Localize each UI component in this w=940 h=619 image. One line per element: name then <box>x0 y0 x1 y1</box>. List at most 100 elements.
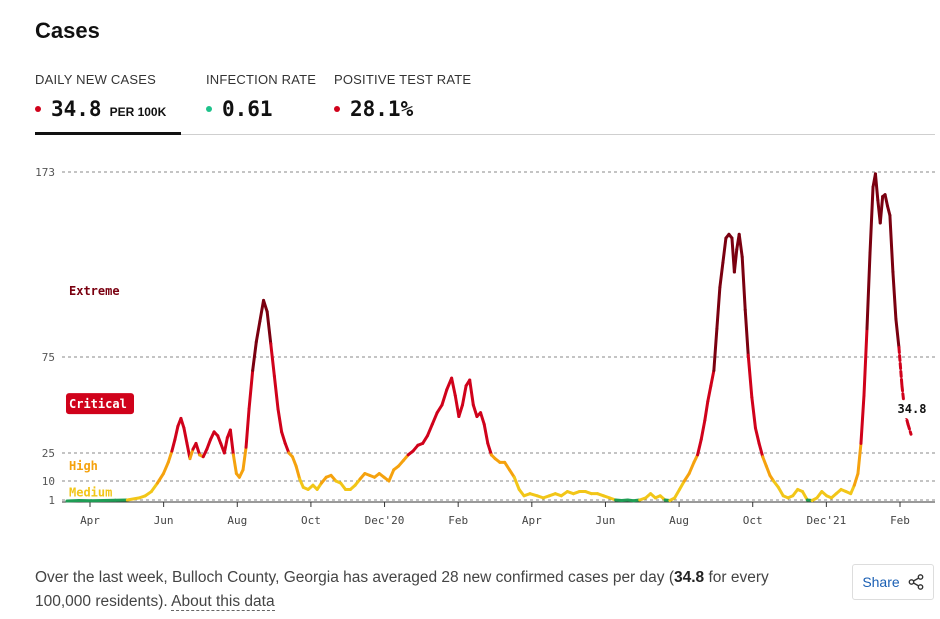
x-tick-label: Jun <box>596 514 616 527</box>
series-segment <box>906 422 913 436</box>
series-segment <box>453 393 461 419</box>
series-segment <box>852 472 860 487</box>
series-segment <box>849 483 856 496</box>
series-segment <box>179 416 186 430</box>
x-tick-label: Apr <box>522 514 542 527</box>
series-segment <box>269 342 276 378</box>
series-segment <box>712 327 719 372</box>
series-segment <box>188 447 195 461</box>
share-label: Share <box>862 574 900 590</box>
tab-daily-new-cases[interactable]: DAILY NEW CASES 34.8 PER 100K <box>35 72 181 135</box>
series-segment <box>721 236 728 265</box>
x-tick-label: Dec'20 <box>365 514 405 527</box>
tab-label: POSITIVE TEST RATE <box>334 72 472 87</box>
series-segment <box>715 285 722 331</box>
series-segment <box>868 185 875 255</box>
series-segment <box>440 388 449 407</box>
series-segment <box>718 261 725 289</box>
series-segment <box>486 441 493 457</box>
tab-unit: PER 100K <box>109 105 167 119</box>
series-segment <box>888 213 895 274</box>
share-button[interactable]: Share <box>852 564 934 600</box>
series-segment <box>696 438 703 457</box>
tab-label: INFECTION RATE <box>206 72 317 87</box>
series-segment <box>891 270 898 321</box>
tab-positive-test-rate[interactable]: POSITIVE TEST RATE 28.1% <box>334 72 474 134</box>
series-segment <box>258 298 266 323</box>
series-segment <box>740 255 747 312</box>
x-tick-label: Oct <box>301 514 321 527</box>
latest-value-label: 34.8 <box>898 402 927 416</box>
series-segment <box>244 407 251 449</box>
series-segment <box>885 204 892 217</box>
x-tick-label: Jun <box>154 514 174 527</box>
series-segment <box>161 460 170 476</box>
series-segment <box>283 441 291 455</box>
series-segment <box>262 298 269 314</box>
series-segment <box>182 426 189 445</box>
about-data-link[interactable]: About this data <box>171 593 275 611</box>
series-segment <box>149 481 159 494</box>
series-segment <box>426 422 434 438</box>
zone-label-extreme: Extreme <box>69 284 120 298</box>
series-segment <box>699 418 707 442</box>
x-tick-label: Feb <box>890 514 910 527</box>
y-tick-label: 173 <box>35 166 55 179</box>
summary-prefix: Over the last week, Bulloch County, Geor… <box>35 569 674 586</box>
series-segment <box>166 449 174 464</box>
series-segment <box>687 460 696 476</box>
series-segment <box>776 485 785 498</box>
series-segment <box>155 472 165 485</box>
status-dot <box>35 106 41 112</box>
zone-badge-critical <box>66 393 134 415</box>
series-segment <box>231 453 238 476</box>
series-segment <box>280 430 287 445</box>
series-segment <box>703 399 710 422</box>
tab-infection-rate[interactable]: INFECTION RATE 0.61 <box>206 72 316 134</box>
series-segment <box>251 340 258 372</box>
series-segment <box>706 384 713 403</box>
series-segment <box>743 308 750 357</box>
share-icon <box>908 574 924 590</box>
series-segment <box>265 310 273 346</box>
latest-label-bg <box>893 400 929 419</box>
series-segment <box>387 468 396 483</box>
series-segment <box>673 487 682 500</box>
series-segment <box>856 441 863 476</box>
series-segment <box>471 403 479 419</box>
series-segment <box>290 455 298 468</box>
zone-label-critical: Critical <box>69 397 127 411</box>
series-segment <box>241 445 248 472</box>
series-segment <box>878 195 885 225</box>
series-segment <box>450 376 457 397</box>
series-segment <box>737 232 744 259</box>
series-segment <box>512 475 521 491</box>
series-segment <box>709 368 716 388</box>
x-tick-label: Aug <box>669 514 689 527</box>
series-segment <box>862 327 869 397</box>
series-segment <box>746 353 754 399</box>
series-segment <box>865 251 872 331</box>
series-segment <box>194 441 202 457</box>
series-segment <box>761 455 768 468</box>
summary-text: Over the last week, Bulloch County, Geor… <box>35 566 805 614</box>
series-segment <box>479 411 486 426</box>
series-segment <box>421 434 430 445</box>
cases-chart[interactable]: 1 10 25 75 173 Apr Jun Aug Oct Dec'20 Feb Apr Jun Aug… <box>0 150 940 540</box>
series-segment <box>460 384 468 407</box>
series-segment <box>125 496 141 502</box>
series-segment <box>859 393 866 445</box>
tab-value: 0.61 <box>222 97 273 121</box>
y-tick-label: 10 <box>42 475 55 488</box>
series-segment <box>222 436 229 455</box>
series-segment <box>272 374 280 411</box>
series-segment <box>764 464 772 477</box>
series-segment <box>894 317 901 350</box>
series-segment <box>254 319 262 344</box>
x-tick-label: Apr <box>80 514 100 527</box>
x-tick-label: Oct <box>743 514 763 527</box>
series-segment <box>435 403 444 415</box>
series-segment <box>482 422 490 445</box>
series-segment <box>228 428 235 457</box>
x-tick-label: Aug <box>227 514 247 527</box>
